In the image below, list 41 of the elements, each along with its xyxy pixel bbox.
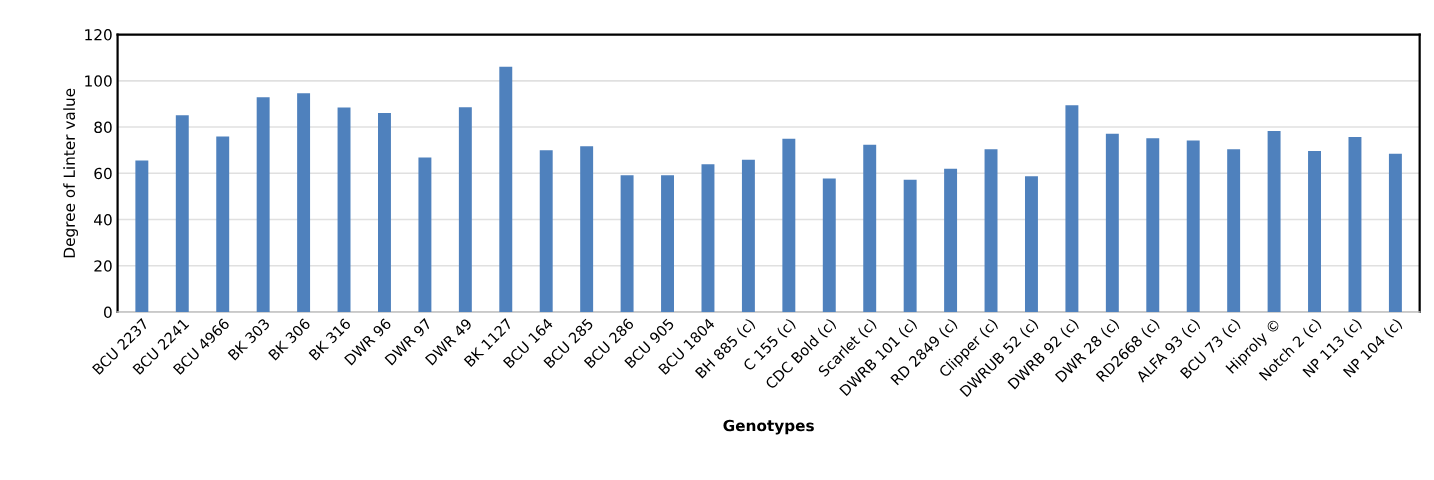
bar bbox=[580, 146, 594, 312]
bar bbox=[620, 175, 634, 312]
bar bbox=[822, 178, 836, 312]
bar bbox=[782, 138, 796, 312]
bar bbox=[337, 107, 351, 312]
bar bbox=[701, 164, 715, 312]
bar bbox=[256, 97, 270, 312]
bar bbox=[863, 144, 877, 312]
bar bbox=[984, 149, 998, 312]
y-tick-label: 60 bbox=[94, 167, 112, 180]
bar bbox=[216, 136, 230, 312]
y-tick-label: 120 bbox=[85, 29, 112, 41]
bar bbox=[378, 112, 391, 312]
bar bbox=[1308, 151, 1321, 312]
bar bbox=[458, 107, 472, 312]
y-tick-label: 40 bbox=[94, 213, 112, 226]
x-axis-title: Genotypes bbox=[723, 419, 814, 435]
bar bbox=[499, 66, 513, 312]
bar bbox=[539, 150, 553, 312]
bar bbox=[297, 93, 311, 312]
y-tick-label: 20 bbox=[94, 260, 112, 272]
y-axis-title: Degree of Linter value bbox=[63, 88, 79, 258]
bar bbox=[418, 157, 432, 312]
bar bbox=[1348, 136, 1362, 312]
bar bbox=[903, 179, 917, 312]
bar bbox=[1227, 149, 1241, 312]
bar bbox=[661, 175, 674, 312]
y-tick-label: 0 bbox=[104, 306, 112, 319]
bar bbox=[1024, 176, 1038, 312]
y-tick-label: 80 bbox=[94, 121, 112, 134]
bar bbox=[1186, 140, 1200, 312]
bar bbox=[1388, 153, 1402, 312]
bar bbox=[135, 160, 149, 312]
bar bbox=[741, 159, 755, 312]
bar bbox=[175, 115, 189, 312]
bar bbox=[944, 168, 958, 312]
bar bbox=[1105, 133, 1119, 312]
bar bbox=[1065, 105, 1079, 312]
bar bbox=[1146, 138, 1160, 312]
bar bbox=[1267, 130, 1281, 312]
y-tick-label: 100 bbox=[85, 75, 112, 87]
